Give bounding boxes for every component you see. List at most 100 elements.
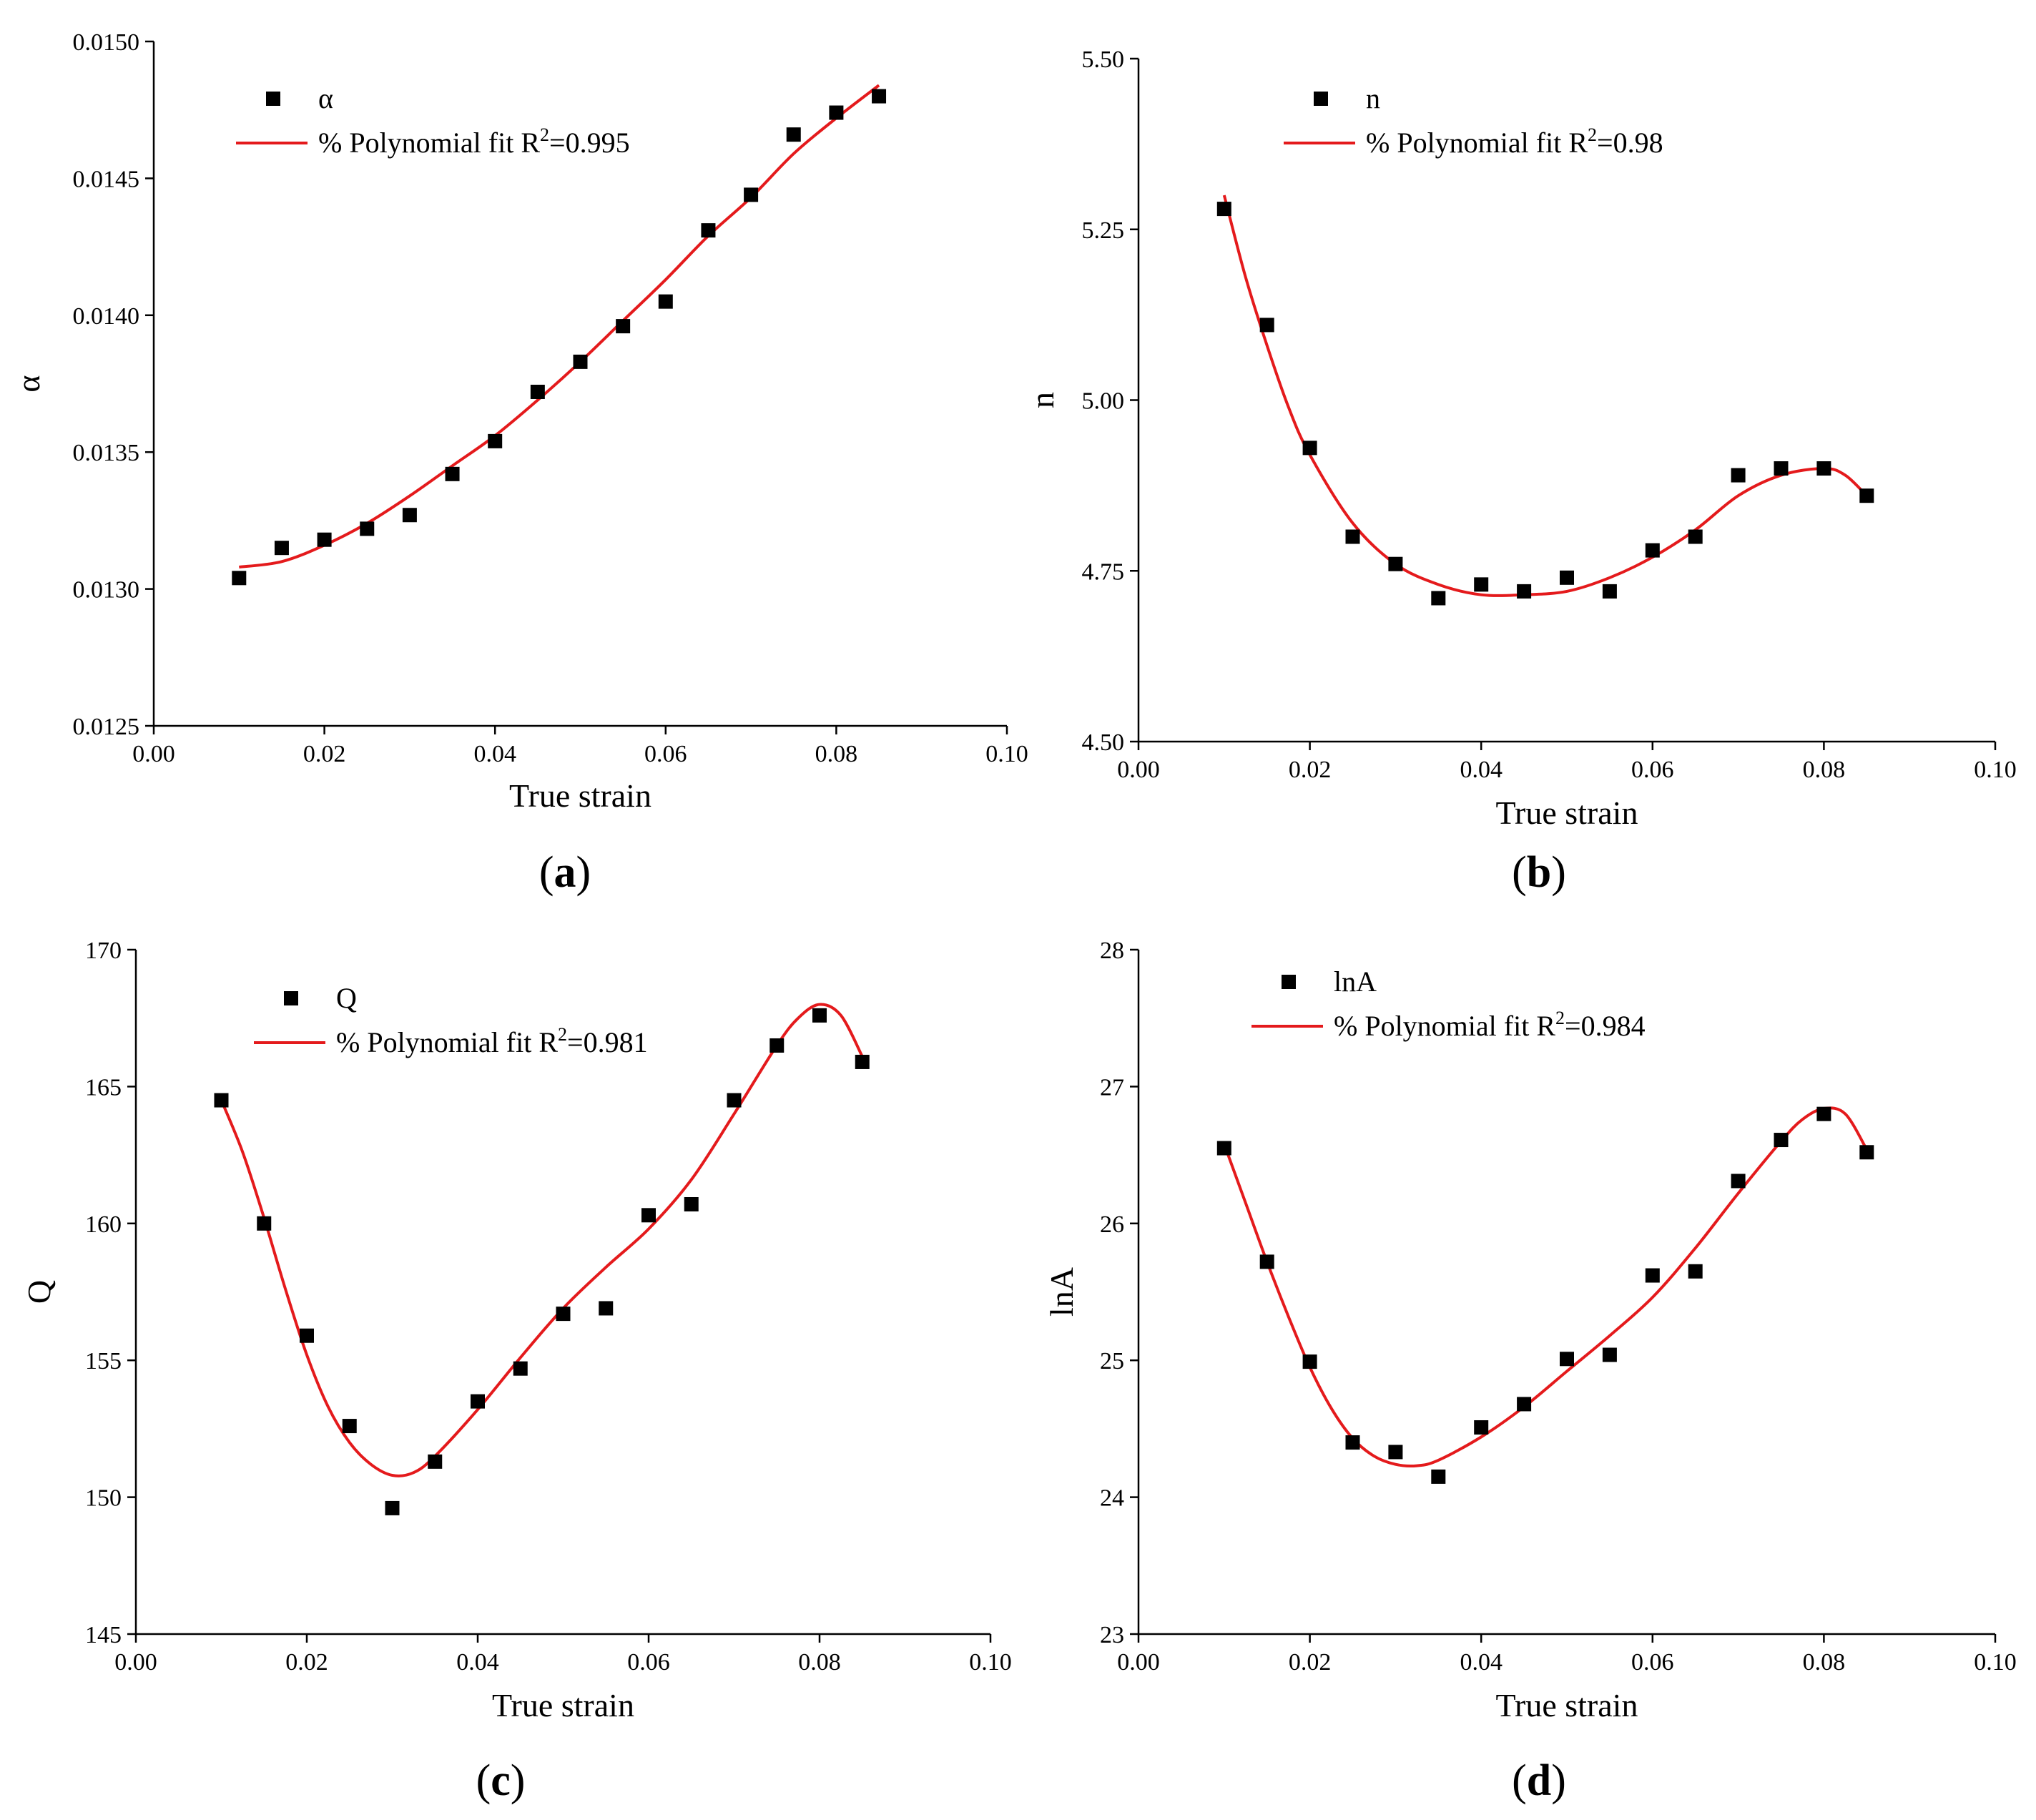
- legend: n % Polynomial fit R2=0.98: [1284, 82, 1663, 159]
- data-point-marker: [1517, 584, 1532, 599]
- panel-label-open-paren: (: [476, 1756, 491, 1805]
- data-point-marker: [1388, 556, 1403, 571]
- legend-points-label: n: [1366, 82, 1380, 114]
- data-point-marker: [616, 319, 631, 334]
- y-tick-label: 145: [85, 1622, 122, 1648]
- data-point-marker: [769, 1038, 785, 1053]
- data-point-marker: [1859, 488, 1874, 503]
- data-point-marker: [1345, 529, 1360, 544]
- x-tick-label: 0.02: [1289, 757, 1332, 783]
- legend-r2-symbol: R: [1536, 1010, 1555, 1042]
- y-tick-label: 26: [1100, 1211, 1124, 1238]
- data-point-marker: [274, 541, 289, 556]
- x-tick-label: 0.04: [456, 1649, 499, 1676]
- data-point-marker: [1731, 468, 1746, 483]
- panel-label: (d): [1512, 1756, 1566, 1805]
- x-tick-label: 0.10: [985, 741, 1028, 767]
- y-tick-label: 4.50: [1082, 729, 1125, 756]
- data-point-marker: [1216, 1141, 1231, 1156]
- data-point-marker: [360, 521, 375, 536]
- legend-r2-value: =0.981: [567, 1026, 648, 1058]
- panel-label-close-paren: ): [1551, 1756, 1566, 1805]
- x-tick-label: 0.10: [1974, 757, 2017, 783]
- data-point-marker: [1259, 1254, 1274, 1269]
- y-tick-label: 165: [85, 1074, 122, 1101]
- y-tick-label: 0.0145: [73, 166, 140, 192]
- data-point-marker: [855, 1054, 870, 1069]
- y-axis-title: lnA: [1043, 1267, 1080, 1317]
- data-point-marker: [530, 384, 545, 399]
- data-point-marker: [1216, 202, 1231, 217]
- x-tick-label: 0.04: [473, 741, 516, 767]
- data-point-marker: [1774, 461, 1789, 476]
- data-point-marker: [300, 1328, 314, 1343]
- data-point-marker: [232, 571, 247, 586]
- x-tick-label: 0.00: [1117, 1649, 1160, 1676]
- x-tick-label: 0.02: [1289, 1649, 1332, 1676]
- data-point-marker: [1774, 1133, 1789, 1148]
- y-axis-title: Q: [21, 1280, 57, 1304]
- legend-r2-value: =0.984: [1565, 1010, 1646, 1042]
- data-point-marker: [342, 1419, 357, 1434]
- data-point-marker: [872, 89, 887, 104]
- x-tick-label: 0.04: [1460, 757, 1503, 783]
- y-tick-label: 24: [1100, 1485, 1124, 1512]
- x-tick-label: 0.10: [969, 1649, 1012, 1676]
- data-point-marker: [1688, 1264, 1703, 1279]
- data-point-marker: [1645, 543, 1660, 558]
- data-point-marker: [556, 1307, 571, 1322]
- panel-label-close-paren: ): [1551, 848, 1566, 897]
- data-point-marker: [257, 1216, 272, 1231]
- x-tick-label: 0.00: [132, 741, 175, 767]
- data-point-marker: [513, 1361, 528, 1376]
- x-tick-label: 0.02: [303, 741, 346, 767]
- data-point-marker: [471, 1394, 485, 1409]
- panel-label-letter: d: [1527, 1756, 1551, 1805]
- legend-fit-name: % Polynomial fit: [1366, 127, 1561, 159]
- legend-r2-superscript: 2: [1588, 124, 1597, 145]
- panel-label-open-paren: (: [539, 848, 554, 897]
- y-tick-label: 23: [1100, 1622, 1124, 1648]
- data-point-marker: [428, 1454, 443, 1469]
- x-tick-label: 0.02: [285, 1649, 328, 1676]
- x-tick-label: 0.08: [815, 741, 858, 767]
- legend-marker-swatch: [1282, 975, 1296, 989]
- x-axis-title: True strain: [509, 777, 651, 814]
- data-point-marker: [573, 354, 588, 369]
- x-tick-label: 0.06: [627, 1649, 670, 1676]
- panel-a: 0.00 0.02 0.04 0.06 0.08 0.10 0.0125 0.0130 0.01…: [10, 29, 1028, 897]
- legend-fit-label: % Polynomial fit R2=0.981: [336, 1024, 648, 1058]
- x-axis-title: True strain: [492, 1687, 634, 1723]
- x-tick-label: 0.00: [114, 1649, 157, 1676]
- data-point-marker: [1259, 318, 1274, 333]
- legend-r2-symbol: R: [538, 1026, 558, 1058]
- legend-points-label: lnA: [1334, 965, 1377, 998]
- data-point-marker: [1602, 1347, 1617, 1362]
- panel-b: 0.00 0.02 0.04 0.06 0.08 0.10 4.50 4.75 5.00 5.25…: [1024, 46, 2017, 897]
- x-tick-label: 0.06: [1631, 757, 1674, 783]
- fit-curve-line: [239, 84, 880, 569]
- x-tick-label: 0.00: [1117, 757, 1160, 783]
- data-point-marker: [1431, 1469, 1446, 1484]
- legend-marker-swatch: [1314, 92, 1328, 106]
- x-axis-title: True strain: [1496, 795, 1638, 831]
- data-point-marker: [829, 105, 844, 120]
- legend-fit-name: % Polynomial fit: [1334, 1010, 1529, 1042]
- x-axis-title: True strain: [1496, 1687, 1638, 1723]
- panel-label-letter: a: [554, 848, 576, 897]
- legend-points-label: α: [318, 82, 333, 114]
- panel-label-open-paren: (: [1512, 848, 1527, 897]
- legend-points-label: Q: [336, 982, 357, 1014]
- data-point-marker: [1431, 591, 1446, 606]
- data-point-marker: [744, 187, 759, 202]
- data-point-marker: [1688, 529, 1703, 544]
- fit-curve-line: [1222, 195, 1868, 597]
- legend-r2-superscript: 2: [540, 124, 549, 145]
- data-point-marker: [701, 223, 716, 238]
- y-tick-label: 0.0150: [73, 29, 140, 56]
- data-point-marker: [402, 508, 417, 523]
- data-point-marker: [684, 1197, 699, 1212]
- y-tick-label: 25: [1100, 1348, 1124, 1374]
